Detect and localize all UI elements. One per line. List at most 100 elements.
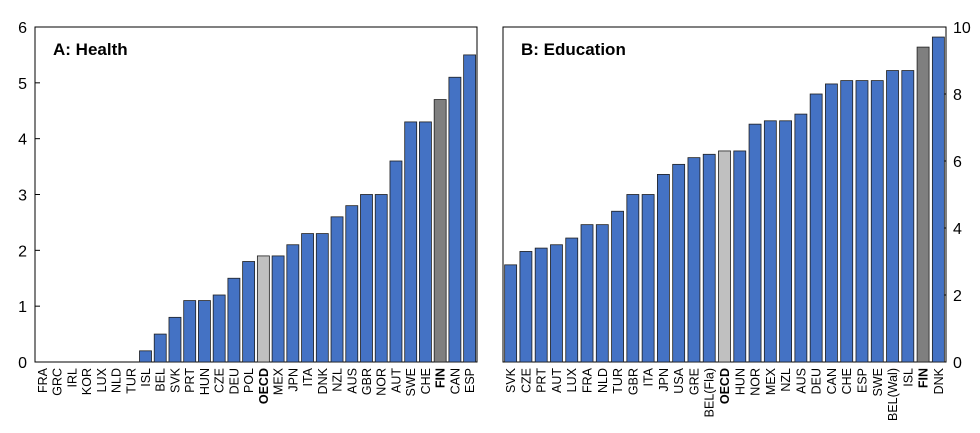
health-bar-svk	[168, 316, 182, 363]
education-bar-tur	[611, 210, 624, 363]
education-x-tick-label: LUX	[565, 367, 579, 392]
health-bar-che	[419, 121, 432, 363]
health-bar-mex	[271, 255, 285, 363]
health-bar-jpn	[286, 244, 300, 363]
education-bar-che	[840, 80, 854, 363]
health-x-tick-label: ESP	[463, 368, 477, 393]
education-bar-aut	[550, 244, 563, 363]
education-bar-fra	[580, 224, 594, 363]
education-bar-mex	[763, 120, 777, 363]
education-bar-nld	[595, 224, 609, 363]
education-y-tick-label: 4	[953, 221, 962, 238]
education-chart-title: B: Education	[521, 40, 626, 59]
health-x-tick-label: PRT	[183, 368, 197, 393]
education-bar-gre	[687, 157, 701, 363]
health-y-tick-label: 1	[18, 299, 27, 316]
education-x-tick-label: AUT	[550, 368, 564, 393]
health-bar-nzl	[330, 216, 344, 363]
education-x-tick-label: SWE	[871, 368, 885, 396]
health-x-tick-label: BEL	[154, 368, 168, 392]
education-x-tick-label: GRE	[687, 368, 701, 395]
health-bar-prt	[183, 300, 197, 363]
health-x-tick-label: DEU	[227, 368, 241, 394]
health-bar-cze	[212, 294, 226, 363]
health-bar-hun	[198, 300, 211, 363]
education-bar-bel-fla	[702, 153, 716, 363]
health-x-tick-label: NZL	[331, 368, 345, 392]
education-x-tick-label: TUR	[611, 368, 625, 394]
health-x-tick-label: MEX	[272, 367, 286, 395]
health-bar-nor	[374, 194, 388, 363]
education-bar-svk	[504, 264, 518, 363]
education-x-tick-label: HUN	[733, 368, 747, 395]
education-x-tick-label: GBR	[626, 368, 640, 395]
health-bar-can	[448, 76, 462, 363]
health-x-tick-label: AUS	[345, 368, 359, 394]
education-bar-usa	[672, 163, 686, 363]
health-x-tick-label: POL	[242, 368, 256, 393]
education-bar-nor	[748, 123, 762, 363]
health-y-tick-label: 2	[18, 243, 27, 260]
education-bar-prt	[534, 247, 548, 363]
education-x-tick-label: ITA	[642, 367, 656, 386]
health-y-tick-label: 0	[18, 355, 27, 372]
health-x-tick-label: GBR	[360, 368, 374, 395]
education-bar-isl	[901, 70, 915, 363]
education-bar-oecd	[718, 150, 731, 363]
health-x-tick-label: AUT	[389, 368, 403, 393]
health-x-tick-label: DNK	[316, 367, 330, 394]
education-y-tick-label: 10	[953, 20, 971, 37]
health-bar-ita	[301, 233, 314, 363]
health-x-tick-label: IRL	[65, 368, 79, 388]
health-chart-title: A: Health	[53, 40, 128, 59]
education-x-tick-label: ISL	[901, 368, 915, 387]
education-x-tick-label: FRA	[581, 367, 595, 393]
health-x-tick-label: NOR	[375, 368, 389, 396]
health-y-tick-label: 6	[18, 20, 27, 37]
education-x-tick-label: NLD	[596, 368, 610, 393]
education-x-tick-label: DNK	[932, 367, 946, 394]
health-x-tick-label: SVK	[168, 367, 182, 393]
health-x-tick-label: LUX	[95, 367, 109, 392]
health-x-tick-label: CZE	[213, 368, 227, 393]
education-bar-cze	[519, 251, 533, 363]
health-x-tick-label: OECD	[257, 368, 271, 404]
education-x-tick-label: BEL(Fla)	[703, 368, 717, 417]
education-x-tick-label: FIN	[917, 368, 931, 388]
education-bar-bel-wal	[886, 70, 899, 363]
health-bar-isl	[139, 350, 152, 363]
health-bar-oecd	[256, 255, 270, 363]
panel-education: 0 2 4 6 8 10 B: Education SVK CZE PRT AUT LUX FRA NLD…	[502, 20, 971, 421]
health-bar-pol	[242, 261, 256, 363]
health-x-tick-label: CAN	[448, 368, 462, 394]
education-bar-nzl	[779, 120, 792, 363]
health-x-tick-label: FIN	[434, 368, 448, 388]
education-bar-swe	[870, 80, 884, 363]
education-bar-deu	[809, 93, 823, 363]
health-x-tick-label: KOR	[80, 368, 94, 395]
education-x-tick-label: NZL	[779, 368, 793, 392]
health-x-tick-label: FRA	[36, 367, 50, 393]
health-x-tick-label: JPN	[286, 368, 300, 392]
education-x-tick-label: USA	[672, 367, 686, 393]
health-bar-gbr	[360, 194, 373, 363]
education-y-tick-label: 2	[953, 288, 962, 305]
health-bar-deu	[227, 277, 241, 363]
education-x-tick-label: MEX	[764, 367, 778, 395]
health-bar-esp	[463, 54, 477, 363]
health-bar-dnk	[315, 233, 329, 363]
education-bar-jpn	[657, 173, 670, 363]
education-bar-lux	[565, 237, 579, 363]
education-bar-ita	[641, 194, 655, 363]
health-x-tick-label: CHE	[419, 368, 433, 394]
education-bar-aus	[794, 113, 808, 363]
education-bar-gbr	[626, 194, 640, 363]
education-y-tick-label: 0	[953, 355, 962, 372]
education-x-tick-label: ESP	[855, 368, 869, 393]
education-y-tick-label: 8	[953, 87, 962, 104]
education-x-tick-label: OECD	[718, 368, 732, 404]
education-bar-dnk	[931, 36, 945, 363]
education-x-tick-label: CAN	[825, 368, 839, 394]
health-bar-aut	[389, 160, 403, 363]
